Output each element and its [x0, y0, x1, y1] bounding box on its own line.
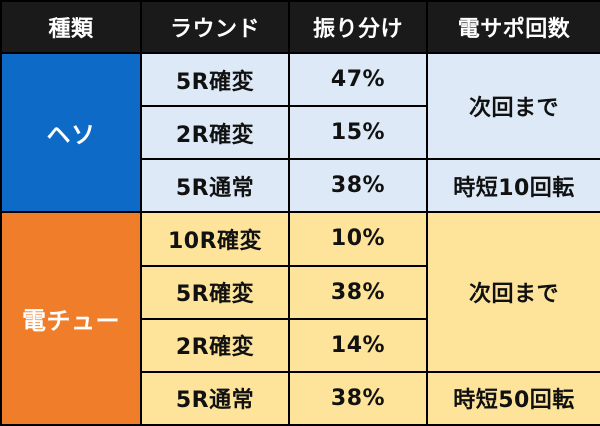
round-cell: 10R確変 [140, 211, 290, 267]
header-support-count: 電サポ回数 [426, 0, 600, 54]
header-round: ラウンド [140, 0, 290, 54]
round-cell: 5R通常 [140, 158, 290, 214]
table-row: ヘソ 5R確変 47% 次回まで [0, 51, 600, 214]
round-cell: 5R確変 [140, 264, 290, 320]
table-row: 5R通常 38% 時短50回転 [1, 370, 600, 426]
share-cell: 38% [288, 264, 428, 320]
table-row: 5R確変 38% [1, 264, 600, 320]
share-cell: 14% [288, 317, 428, 373]
share-cell: 38% [288, 370, 428, 426]
round-cell: 5R通常 [140, 370, 290, 426]
header-type: 種類 [0, 0, 142, 54]
table-row: 2R確変 14% [1, 317, 600, 373]
table-row: 5R通常 38% 時短10回転 [1, 158, 600, 214]
support-cell: 次回まで [426, 211, 600, 373]
round-cell: 2R確変 [140, 105, 290, 161]
header-row: 種類 ラウンド 振り分け 電サポ回数 [0, 0, 600, 54]
support-cell: 次回まで [426, 51, 600, 161]
table-row: 電チュー 10R確変 10% 次回まで [0, 211, 600, 426]
share-cell: 47% [288, 51, 428, 108]
type-den-chu: 電チュー [0, 211, 142, 426]
round-cell: 2R確変 [140, 317, 290, 373]
type-heso: ヘソ [0, 51, 142, 214]
share-cell: 38% [288, 158, 428, 214]
table-row: 2R確変 15% [1, 105, 600, 161]
support-cell: 時短10回転 [426, 158, 600, 214]
support-cell: 時短50回転 [426, 370, 600, 426]
round-cell: 5R確変 [140, 51, 290, 108]
share-cell: 15% [288, 105, 428, 161]
share-cell: 10% [288, 211, 428, 267]
header-share: 振り分け [288, 0, 428, 54]
